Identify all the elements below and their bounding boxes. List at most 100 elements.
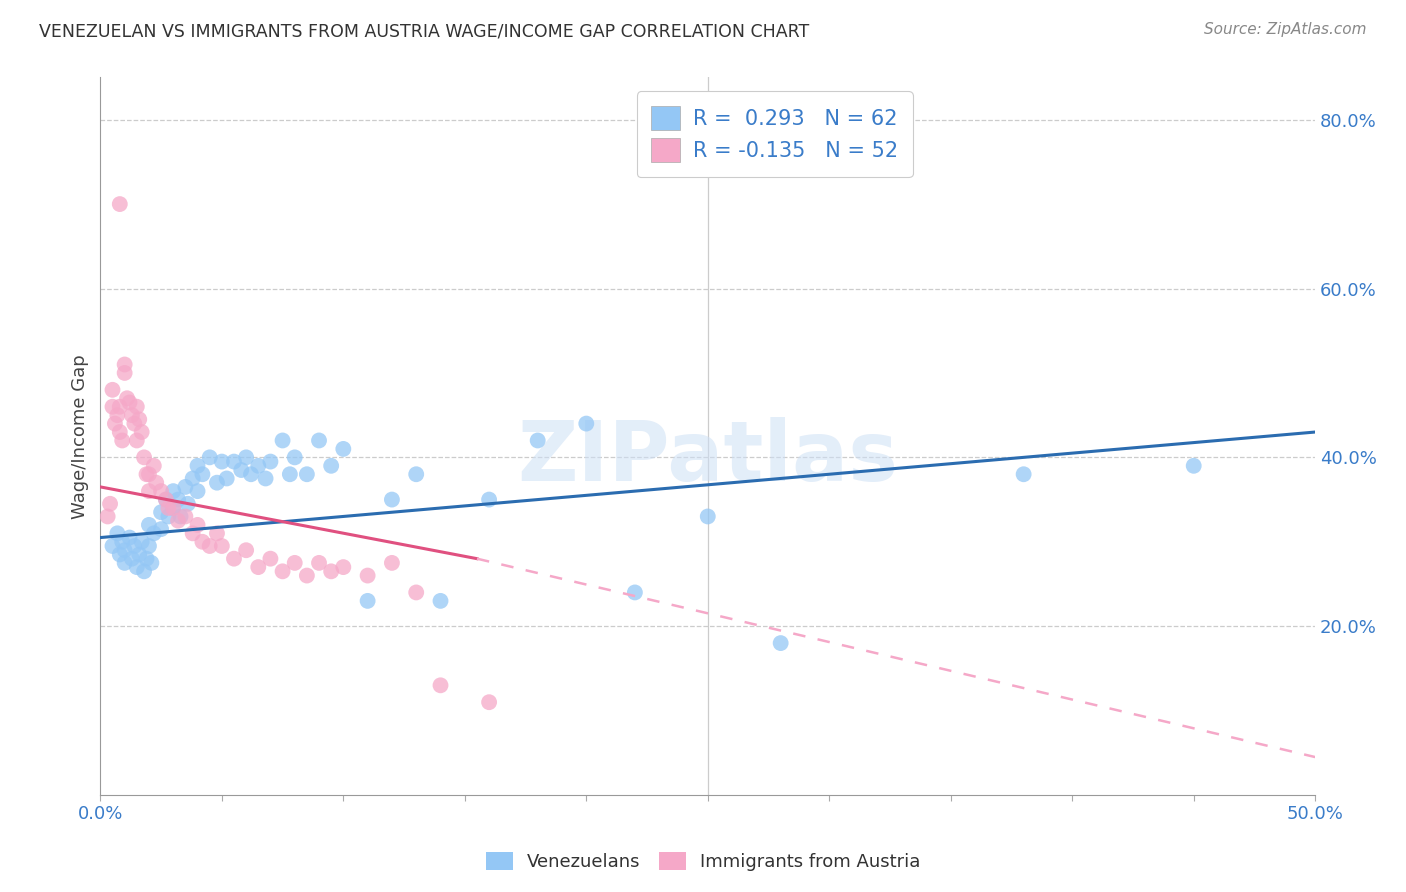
Point xyxy=(155,492,177,507)
Point xyxy=(157,501,180,516)
Point xyxy=(198,450,221,465)
Point xyxy=(321,565,343,579)
Point xyxy=(211,539,233,553)
Point xyxy=(211,454,233,468)
Point xyxy=(696,509,718,524)
Point xyxy=(191,534,214,549)
Point xyxy=(97,509,120,524)
Point xyxy=(145,475,167,490)
Point xyxy=(381,492,404,507)
Point xyxy=(132,565,155,579)
Y-axis label: Wage/Income Gap: Wage/Income Gap xyxy=(72,354,89,518)
Point xyxy=(125,400,148,414)
Point xyxy=(235,450,257,465)
Point xyxy=(215,471,238,485)
Point xyxy=(131,425,153,439)
Point xyxy=(231,463,253,477)
Point xyxy=(150,522,173,536)
Point xyxy=(114,358,136,372)
Point xyxy=(142,526,165,541)
Point xyxy=(405,467,427,482)
Point xyxy=(177,497,200,511)
Point xyxy=(104,417,127,431)
Point xyxy=(205,526,228,541)
Point xyxy=(429,594,451,608)
Point xyxy=(138,539,160,553)
Point xyxy=(150,505,173,519)
Point xyxy=(115,391,138,405)
Point xyxy=(191,467,214,482)
Text: VENEZUELAN VS IMMIGRANTS FROM AUSTRIA WAGE/INCOME GAP CORRELATION CHART: VENEZUELAN VS IMMIGRANTS FROM AUSTRIA WA… xyxy=(39,22,810,40)
Point xyxy=(222,454,245,468)
Point xyxy=(108,548,131,562)
Text: Source: ZipAtlas.com: Source: ZipAtlas.com xyxy=(1204,22,1367,37)
Point xyxy=(111,534,134,549)
Point xyxy=(125,560,148,574)
Point xyxy=(114,543,136,558)
Point xyxy=(124,539,146,553)
Point xyxy=(308,434,330,448)
Point xyxy=(332,442,354,456)
Point xyxy=(121,551,143,566)
Point xyxy=(141,556,163,570)
Point xyxy=(135,467,157,482)
Point xyxy=(308,556,330,570)
Point xyxy=(142,458,165,473)
Point xyxy=(131,534,153,549)
Point xyxy=(108,425,131,439)
Point xyxy=(167,492,190,507)
Point xyxy=(186,458,208,473)
Point xyxy=(254,471,277,485)
Point xyxy=(128,412,150,426)
Point xyxy=(118,531,141,545)
Point xyxy=(321,458,343,473)
Point xyxy=(198,539,221,553)
Point xyxy=(247,458,270,473)
Point xyxy=(769,636,792,650)
Point xyxy=(101,539,124,553)
Point xyxy=(138,484,160,499)
Point xyxy=(295,568,318,582)
Point xyxy=(405,585,427,599)
Point xyxy=(125,434,148,448)
Point xyxy=(101,400,124,414)
Legend: Venezuelans, Immigrants from Austria: Venezuelans, Immigrants from Austria xyxy=(478,845,928,879)
Point xyxy=(240,467,263,482)
Point xyxy=(284,556,307,570)
Point xyxy=(111,434,134,448)
Point xyxy=(186,484,208,499)
Point xyxy=(124,417,146,431)
Point xyxy=(478,492,501,507)
Point xyxy=(135,551,157,566)
Point xyxy=(278,467,301,482)
Point xyxy=(575,417,598,431)
Point xyxy=(162,501,184,516)
Point xyxy=(162,501,184,516)
Point xyxy=(98,497,121,511)
Legend: R =  0.293   N = 62, R = -0.135   N = 52: R = 0.293 N = 62, R = -0.135 N = 52 xyxy=(637,92,912,178)
Point xyxy=(169,509,191,524)
Point xyxy=(247,560,270,574)
Point xyxy=(259,551,281,566)
Point xyxy=(162,484,184,499)
Point xyxy=(222,551,245,566)
Point xyxy=(138,467,160,482)
Point xyxy=(150,484,173,499)
Point xyxy=(295,467,318,482)
Point xyxy=(259,454,281,468)
Point xyxy=(1182,458,1205,473)
Point xyxy=(174,509,197,524)
Point xyxy=(332,560,354,574)
Point xyxy=(105,408,128,422)
Point xyxy=(114,366,136,380)
Point xyxy=(105,526,128,541)
Point xyxy=(429,678,451,692)
Point xyxy=(108,400,131,414)
Point xyxy=(132,450,155,465)
Point xyxy=(271,434,294,448)
Point xyxy=(157,509,180,524)
Point xyxy=(174,480,197,494)
Point xyxy=(284,450,307,465)
Point xyxy=(526,434,548,448)
Point xyxy=(114,556,136,570)
